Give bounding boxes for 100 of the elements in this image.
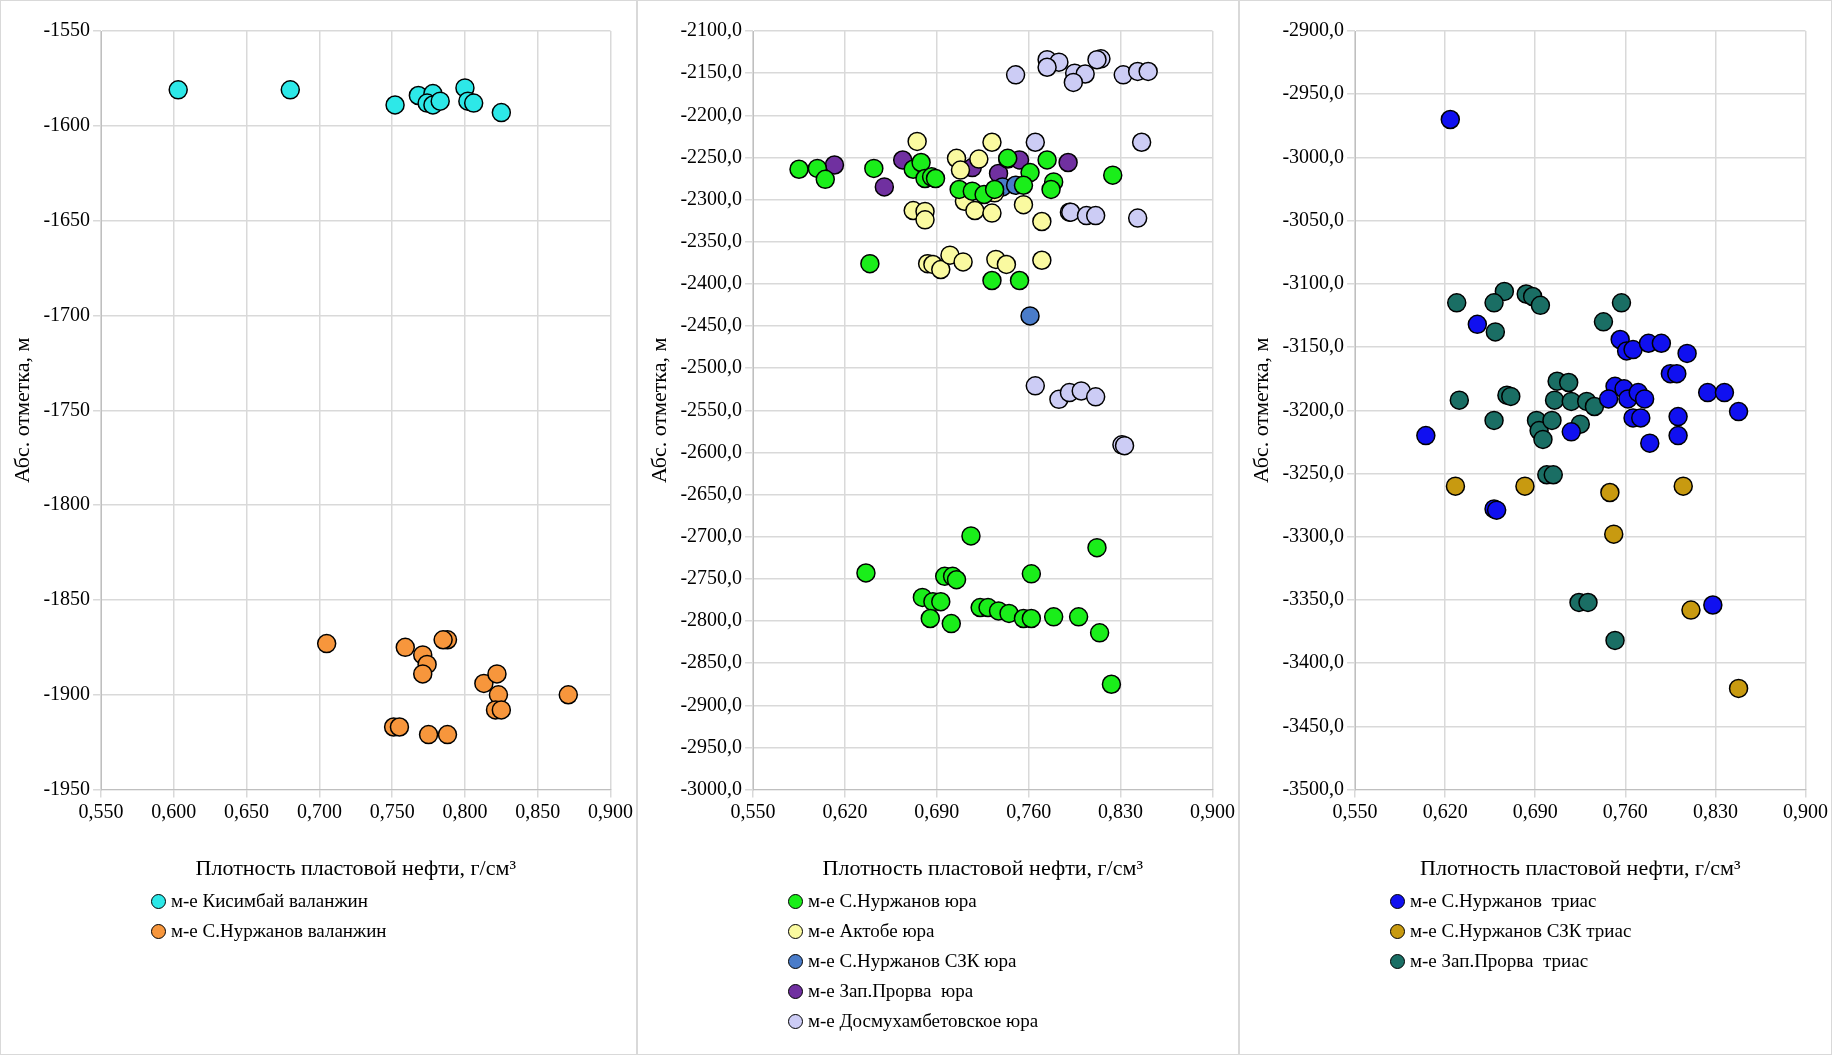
point — [474, 673, 494, 694]
y-tick-label: -1600 — [43, 113, 91, 136]
x-tick-label: 0,600 — [151, 799, 197, 822]
point — [280, 80, 301, 100]
legend-label: м-е Кисимбай валанжин — [171, 889, 368, 913]
legend-label: м-е С.Нуржанов СЗК триас — [1410, 919, 1632, 943]
point — [1668, 406, 1688, 427]
legend-label: м-е Актобе юра — [808, 919, 935, 943]
y-tick-label: -2750,0 — [680, 566, 743, 589]
y-tick-label: -1900 — [43, 682, 91, 705]
y-tick-label: -1950 — [43, 776, 91, 799]
legend-label: м-е С.Нуржанов юра — [808, 889, 977, 913]
point — [1603, 524, 1624, 544]
point — [1728, 678, 1749, 699]
x-axis-title: Плотность пластовой нефти, г/см³ — [195, 854, 517, 880]
point — [856, 563, 876, 583]
x-tick-label: 0,900 — [588, 799, 633, 822]
point — [1416, 425, 1436, 446]
point — [1068, 607, 1089, 627]
point — [1087, 537, 1107, 558]
point — [1101, 674, 1122, 694]
y-tick-label: -2400,0 — [680, 271, 743, 294]
y-tick-label: -2350,0 — [680, 228, 743, 251]
point — [430, 91, 450, 111]
y-tick-label: -2950,0 — [1282, 81, 1345, 104]
legend-label: м-е Зап.Прорва триас — [1410, 949, 1589, 973]
x-tick-label: 0,690 — [1512, 799, 1558, 822]
x-tick-label: 0,830 — [1098, 799, 1144, 822]
point — [1484, 410, 1504, 431]
point — [965, 200, 985, 221]
point — [864, 158, 884, 179]
point — [1697, 382, 1718, 403]
y-tick-label: -3300,0 — [1282, 523, 1345, 546]
y-tick-label: -1650 — [43, 207, 91, 230]
legend-label: м-е С.Нуржанов валанжин — [171, 919, 387, 943]
point — [915, 210, 935, 230]
point — [437, 724, 458, 745]
point — [1037, 150, 1057, 170]
point — [969, 149, 989, 169]
point — [1009, 270, 1030, 291]
point — [1085, 205, 1106, 226]
point — [389, 717, 410, 737]
legend-label: м-е Зап.Прорва юра — [808, 979, 974, 1003]
point — [1542, 410, 1562, 431]
x-tick-label: 0,830 — [1692, 799, 1738, 822]
y-tick-label: -3050,0 — [1282, 207, 1345, 230]
y-tick-label: -2950,0 — [680, 734, 743, 757]
point — [1058, 152, 1078, 173]
point — [433, 630, 453, 650]
point — [168, 80, 188, 100]
point — [1484, 293, 1504, 313]
point — [941, 613, 962, 634]
y-tick-label: -2300,0 — [680, 186, 743, 209]
point — [1593, 312, 1614, 332]
point — [1681, 600, 1701, 620]
point — [1728, 401, 1749, 422]
point — [982, 203, 1002, 223]
point — [815, 169, 836, 190]
point — [1667, 363, 1687, 384]
point — [920, 608, 941, 629]
point — [395, 637, 416, 658]
y-tick-label: -2800,0 — [680, 608, 743, 631]
point — [1530, 295, 1551, 316]
point — [860, 253, 880, 274]
y-tick-label: -3400,0 — [1282, 650, 1345, 673]
point — [789, 159, 809, 179]
x-tick-label: 0,900 — [1190, 799, 1235, 822]
point — [1013, 175, 1034, 195]
legend-label: м-е Досмухамбетовское юра — [808, 1009, 1039, 1033]
x-tick-label: 0,850 — [515, 799, 561, 822]
point — [982, 270, 1002, 291]
x-tick-label: 0,760 — [1006, 799, 1052, 822]
point — [487, 664, 507, 684]
point — [1677, 343, 1697, 364]
point — [1085, 387, 1106, 407]
point — [1037, 57, 1057, 77]
point — [953, 252, 973, 272]
point — [1631, 408, 1651, 428]
y-tick-label: -2850,0 — [680, 650, 743, 673]
point — [1578, 592, 1598, 613]
y-tick-label: -3100,0 — [1282, 271, 1345, 294]
point — [961, 526, 981, 546]
y-tick-label: -2450,0 — [680, 313, 743, 336]
y-axis-title: Абс. отметка, м — [1247, 337, 1273, 483]
y-tick-label: -3450,0 — [1282, 713, 1345, 736]
point — [1605, 630, 1625, 651]
x-tick-label: 0,760 — [1602, 799, 1648, 822]
y-tick-label: -2100,0 — [680, 18, 743, 41]
point — [1102, 165, 1123, 185]
y-tick-label: -2500,0 — [680, 355, 743, 378]
y-tick-label: -1800 — [43, 492, 91, 515]
point — [1598, 389, 1619, 409]
point — [1032, 211, 1052, 232]
x-axis-title: Плотность пластовой нефти, г/см³ — [1420, 854, 1741, 880]
y-tick-label: -1850 — [43, 587, 91, 610]
point — [907, 131, 927, 152]
point — [1673, 476, 1693, 496]
y-tick-label: -3000,0 — [680, 776, 743, 799]
point — [491, 700, 512, 720]
point — [385, 95, 405, 115]
